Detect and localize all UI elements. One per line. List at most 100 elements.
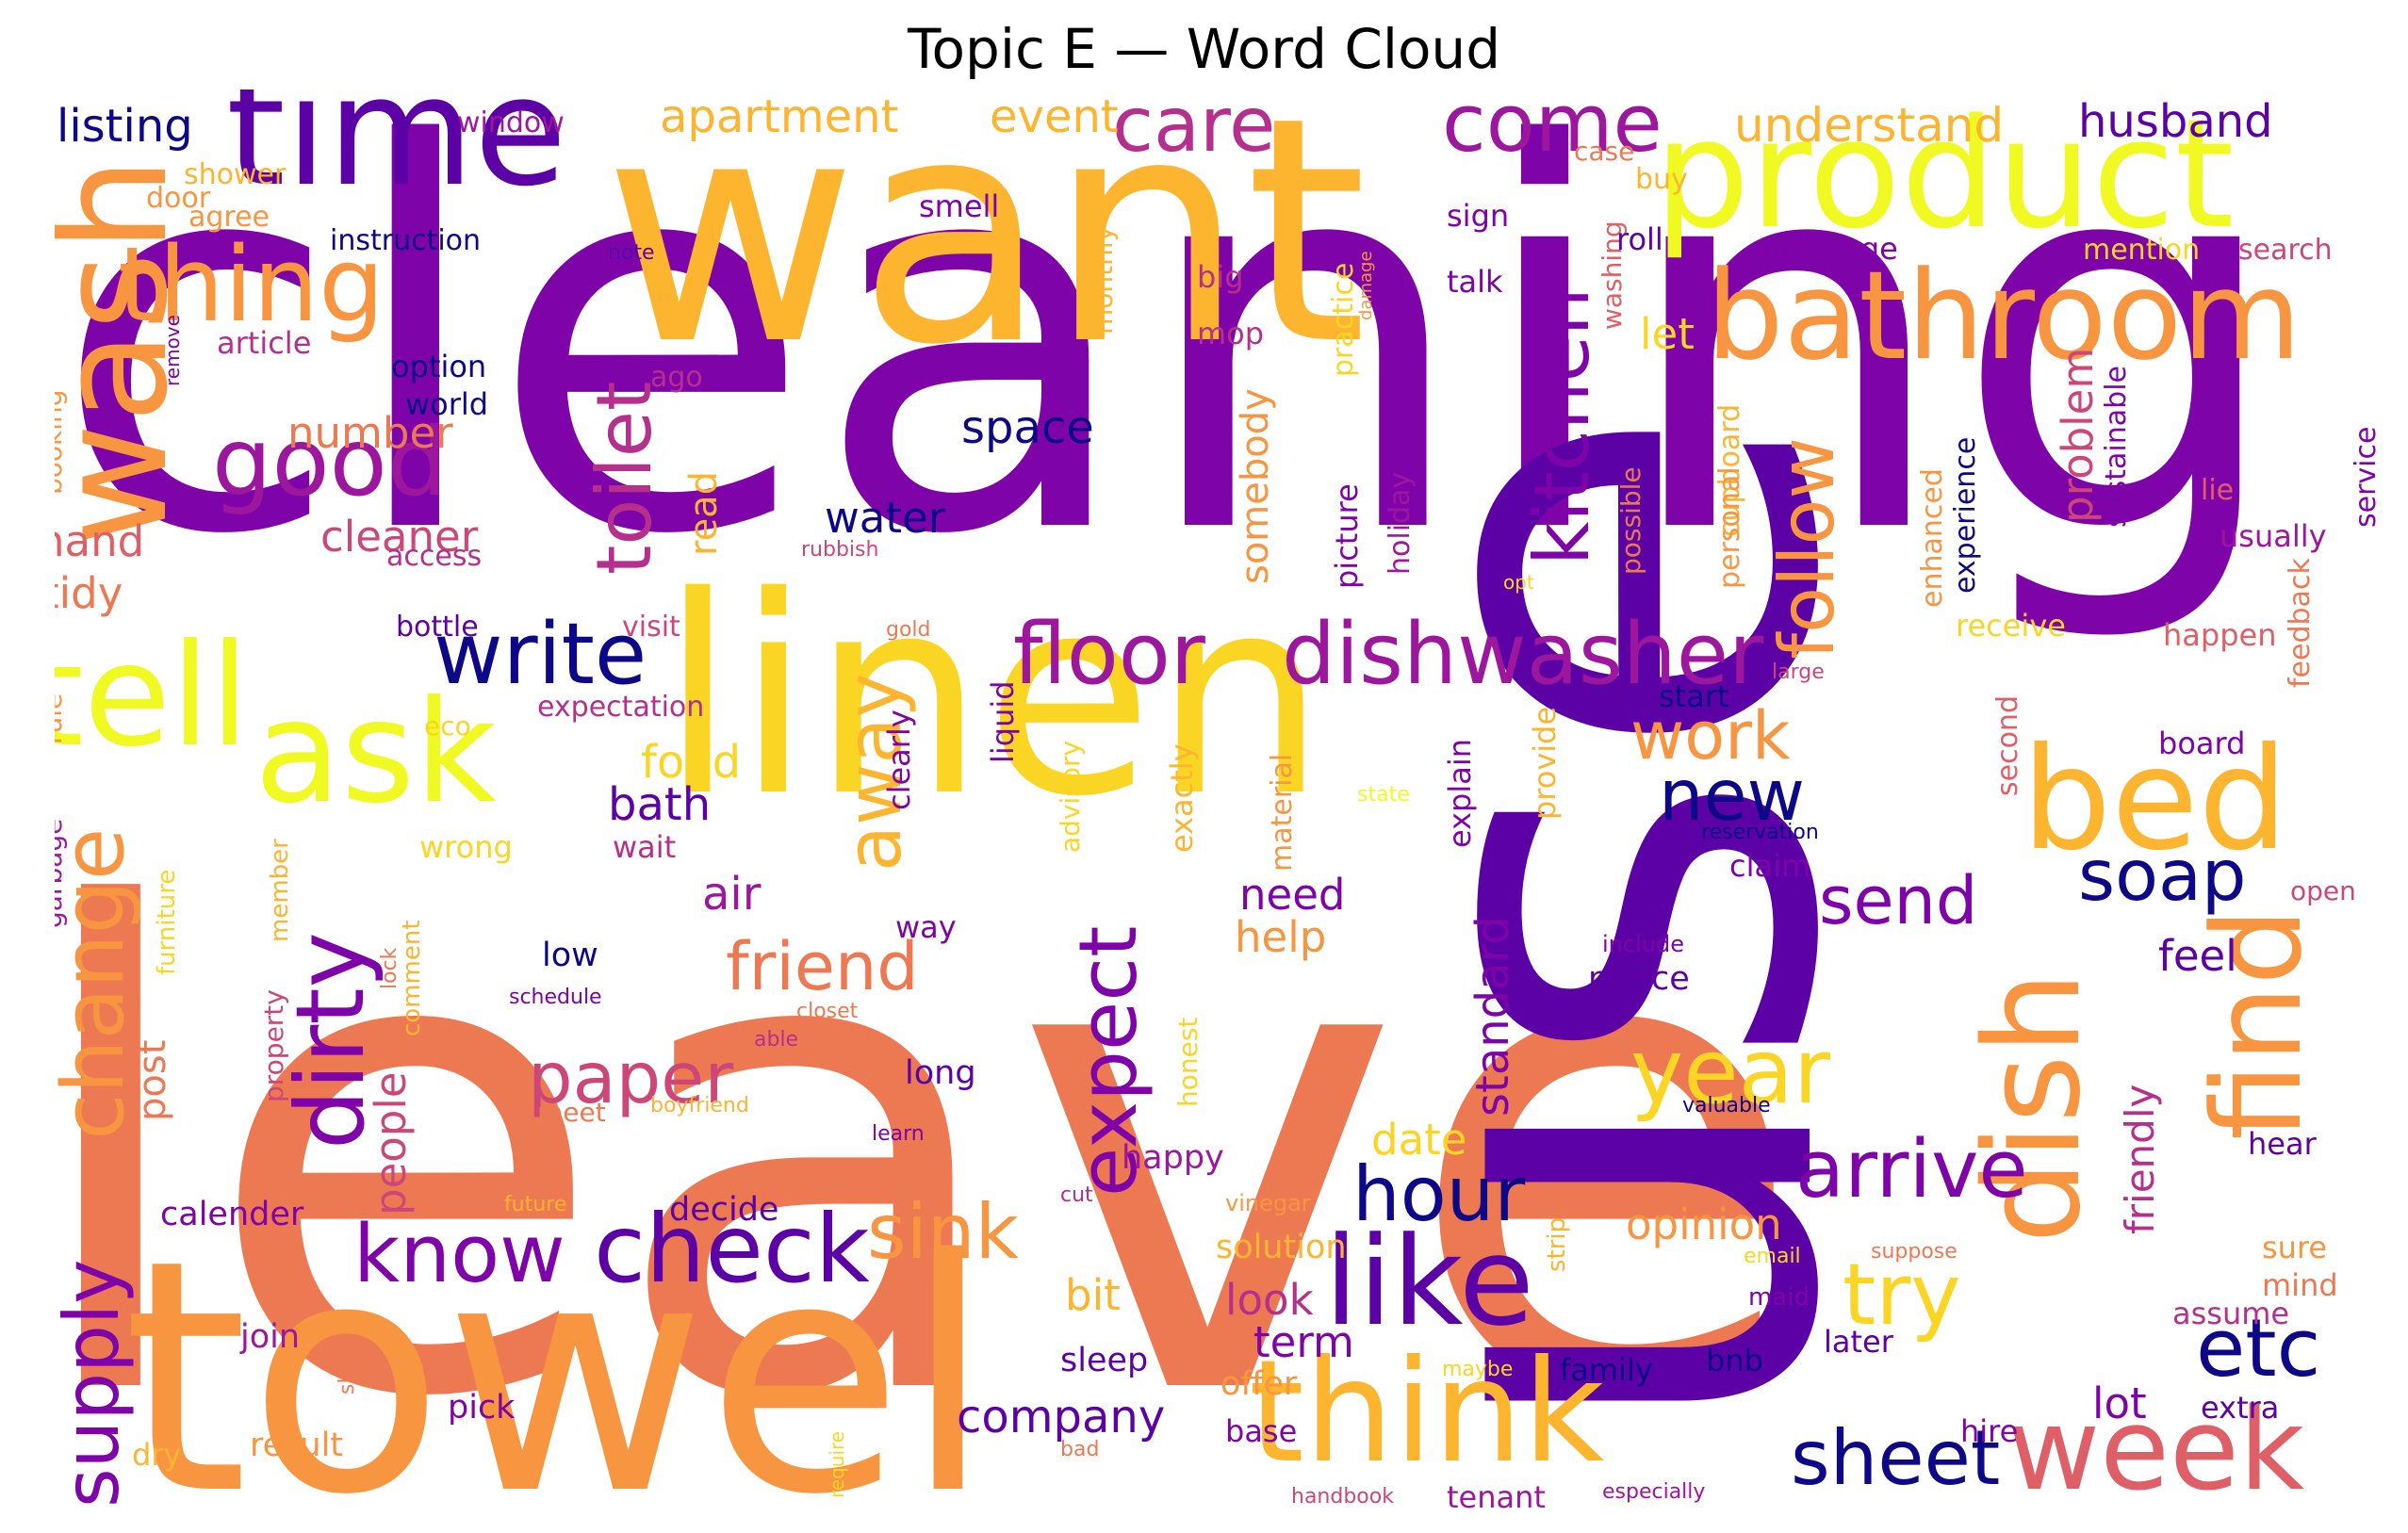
- word-want: want: [603, 90, 1368, 413]
- word-bottle: bottle: [396, 611, 479, 644]
- word-agree: agree: [188, 201, 270, 234]
- word-towel: towel: [123, 1192, 992, 1522]
- word-member: member: [266, 839, 294, 942]
- word-window: window: [457, 106, 565, 139]
- word-try: try: [1843, 1246, 1961, 1345]
- word-help: help: [1235, 912, 1326, 962]
- word-clearly: clearly: [881, 709, 917, 810]
- word-board: board: [2158, 726, 2245, 761]
- word-access: access: [386, 540, 482, 573]
- word-leave: leave: [55, 774, 1809, 1522]
- word-personal: personal: [1713, 466, 1746, 589]
- word-cloud: cleaning leave use want towel linen time produc…: [55, 90, 2386, 1522]
- chart-title: Topic E — Word Cloud: [907, 17, 1501, 81]
- word-provide: provide: [1527, 707, 1563, 820]
- word-gold: gold: [886, 618, 931, 642]
- word-base: base: [1225, 1413, 1297, 1449]
- word-property: property: [258, 989, 289, 1102]
- word-learn: learn: [872, 1122, 925, 1146]
- word-new: new: [1659, 754, 1805, 837]
- word-talk: talk: [1447, 264, 1503, 300]
- word-later: later: [1824, 1324, 1894, 1360]
- word-need: need: [1239, 870, 1345, 920]
- word-sleep: sleep: [1060, 1342, 1148, 1379]
- word-hear: hear: [2248, 1126, 2318, 1162]
- word-work: work: [1630, 697, 1791, 775]
- word-year: year: [1630, 1020, 1831, 1124]
- word-way: way: [895, 909, 957, 945]
- word-lie: lie: [2201, 474, 2234, 507]
- word-husband: husband: [2078, 95, 2273, 148]
- word-opt: opt: [1503, 571, 1534, 594]
- word-service: service: [2350, 427, 2383, 528]
- word-send: send: [1819, 862, 1977, 939]
- word-problem: problem: [2053, 348, 2103, 523]
- word-opinion: opinion: [1626, 1199, 1782, 1249]
- word-time: time: [226, 90, 566, 220]
- word-closet: closet: [796, 1000, 859, 1023]
- word-holiday: holiday: [1384, 472, 1417, 575]
- word-rule: rule: [55, 693, 68, 744]
- word-exactly: exactly: [1164, 743, 1200, 853]
- word-maybe: maybe: [1442, 1358, 1513, 1381]
- word-floor: floor: [1013, 605, 1205, 704]
- word-water: water: [825, 493, 946, 543]
- word-booking: booking: [55, 389, 68, 495]
- word-people: people: [366, 1071, 416, 1215]
- word-email: email: [1744, 1245, 1801, 1268]
- word-sink: sink: [867, 1188, 1020, 1276]
- word-claim: claim: [1729, 848, 1810, 884]
- word-garbage: garbage: [55, 819, 68, 928]
- word-article: article: [217, 325, 311, 361]
- word-air: air: [702, 868, 762, 921]
- word-happen: happen: [2163, 617, 2276, 653]
- word-state: state: [1357, 783, 1410, 807]
- word-big: big: [1197, 259, 1244, 295]
- word-reservation: reservation: [1701, 821, 1819, 844]
- word-mind: mind: [2262, 1267, 2338, 1303]
- word-vinegar: vinegar: [1225, 1190, 1311, 1216]
- word-furniture: furniture: [153, 870, 181, 975]
- word-washing: washing: [1597, 220, 1628, 330]
- word-read: read: [682, 471, 726, 556]
- word-future: future: [504, 1193, 566, 1216]
- word-calender: calender: [160, 1196, 304, 1233]
- word-large: large: [1772, 660, 1825, 684]
- word-thing: thing: [118, 224, 385, 345]
- word-handbook: handbook: [1291, 1485, 1394, 1509]
- word-feedback: feedback: [2284, 558, 2317, 688]
- word-toilet: toilet: [581, 382, 668, 575]
- word-feel: feel: [2158, 931, 2237, 981]
- word-find: find: [2186, 907, 2329, 1140]
- word-start: start: [1659, 678, 1729, 714]
- word-search: search: [2238, 234, 2333, 267]
- word-lot: lot: [2092, 1378, 2147, 1428]
- word-share: share: [336, 1337, 359, 1394]
- word-paper: paper: [528, 1036, 733, 1119]
- word-event: event: [990, 90, 1119, 143]
- word-dry: dry: [132, 1437, 181, 1473]
- word-soap: soap: [2078, 834, 2247, 917]
- word-schedule: schedule: [509, 986, 602, 1009]
- word-explain: explain: [1442, 739, 1478, 848]
- word-maid: maid: [1748, 1283, 1810, 1312]
- word-dirty: dirty: [275, 932, 385, 1150]
- word-ago: ago: [650, 361, 703, 394]
- word-family: family: [1560, 1352, 1653, 1388]
- word-meet: meet: [537, 1097, 606, 1128]
- word-space: space: [961, 401, 1094, 454]
- word-enhanced: enhanced: [1916, 468, 1949, 608]
- word-join: join: [239, 1318, 300, 1356]
- word-smell: smell: [919, 188, 999, 224]
- word-cupboard: cupboard: [1713, 404, 1746, 537]
- word-picture: picture: [1329, 483, 1365, 589]
- word-message: message: [1762, 231, 1898, 267]
- word-solution: solution: [1216, 1229, 1347, 1266]
- word-think: think: [1249, 1330, 1605, 1494]
- word-etc: etc: [2196, 1302, 2320, 1395]
- word-open: open: [2290, 875, 2356, 906]
- word-food: food: [641, 736, 741, 789]
- word-monthly: monthly: [1088, 226, 1119, 334]
- word-cleaner: cleaner: [320, 512, 479, 562]
- word-product: product: [1654, 90, 2234, 262]
